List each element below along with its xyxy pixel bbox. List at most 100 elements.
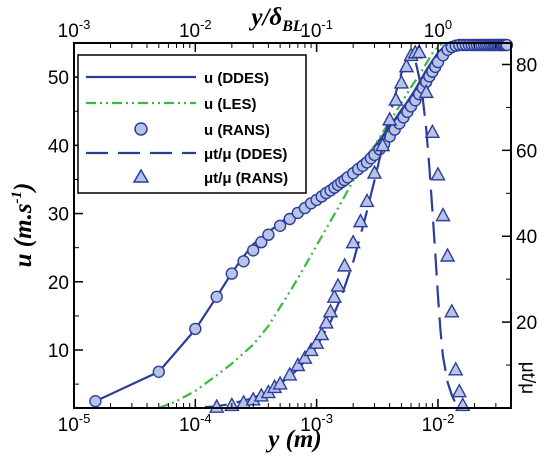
series-2-point xyxy=(283,212,296,226)
legend-label-4: μt/μ (RANS) xyxy=(204,170,288,187)
series-4-point xyxy=(297,349,313,364)
series-4-point xyxy=(352,213,369,228)
series-4-point xyxy=(209,398,225,413)
top-tick-label-exp: -3 xyxy=(79,17,91,32)
y-axis-title: u (m.s-1) xyxy=(9,183,37,268)
right-tick-label: 40 xyxy=(516,227,537,248)
x-tick-label: 10-5 xyxy=(58,411,91,436)
legend-label-2: u (RANS) xyxy=(204,122,270,139)
y-axis-title-sup: -1 xyxy=(9,191,25,204)
series-4-point xyxy=(448,361,464,376)
y-tick-label: 10 xyxy=(48,341,69,362)
series-4-point xyxy=(435,207,451,222)
series-4-point xyxy=(388,91,404,106)
series-4-point xyxy=(439,247,456,262)
y-tick-label: 20 xyxy=(48,273,69,294)
data-layer xyxy=(89,38,514,413)
series-4-point xyxy=(290,357,306,372)
series-4-point xyxy=(393,74,410,89)
x-tick-label: 10-4 xyxy=(179,411,212,436)
top-tick-label-exp: -1 xyxy=(321,17,333,32)
top-axis-title-sub: BL xyxy=(281,18,303,35)
series-2-point xyxy=(189,322,202,336)
right-tick-label: 80 xyxy=(516,55,537,76)
legend-label-3: μt/μ (DDES) xyxy=(204,146,287,163)
top-tick-label: 10-3 xyxy=(58,17,91,42)
series-4 xyxy=(209,43,471,413)
top-tick-label-exp: -2 xyxy=(200,17,212,32)
series-4-point xyxy=(398,58,415,73)
y-tick-label: 50 xyxy=(48,68,69,89)
legend-entry-2: u (RANS) xyxy=(134,122,270,139)
right-axis-title: μt/μ xyxy=(517,362,538,394)
series-4-point xyxy=(374,137,391,152)
y-axis-title-main: u (m.s xyxy=(10,203,37,267)
top-tick-label: 10-1 xyxy=(300,17,333,42)
series-4-point xyxy=(359,192,375,208)
series-4-point xyxy=(444,303,460,318)
series-4-point xyxy=(382,111,398,126)
series-2-point xyxy=(152,365,166,378)
top-tick-label: 10-2 xyxy=(179,17,212,42)
legend: u (DDES) u (LES) u (RANS) μt/μ (DDES) μt… xyxy=(77,54,307,194)
series-4-point xyxy=(418,83,434,99)
top-tick-label-base: 10 xyxy=(179,21,200,42)
series-2-point xyxy=(89,395,102,408)
series-4-point xyxy=(272,375,288,390)
series-4-point xyxy=(451,383,467,398)
y-tick-label: 40 xyxy=(48,136,69,157)
x-tick-label-exp: -4 xyxy=(200,411,212,426)
legend-entry-0: u (DDES) xyxy=(86,70,269,87)
top-tick-label-base: 10 xyxy=(300,21,321,42)
series-4-point xyxy=(322,303,339,318)
series-4-point xyxy=(308,334,325,349)
right-tick-label: 60 xyxy=(516,141,537,162)
series-2-point xyxy=(255,235,268,249)
series-2-point xyxy=(246,244,260,257)
series-4-point xyxy=(336,257,353,272)
legend-entry-4: μt/μ (RANS) xyxy=(132,168,288,187)
top-axis-title-main: y/δ xyxy=(248,4,282,31)
series-4-point xyxy=(313,326,330,341)
legend-entry-3: μt/μ (DDES) xyxy=(86,146,287,163)
legend-entry-1: u (LES) xyxy=(86,96,257,113)
x-tick-label-base: 10 xyxy=(58,415,79,436)
series-4-point xyxy=(430,166,446,181)
legend-swatch-4 xyxy=(132,168,150,183)
series-4-point xyxy=(411,43,427,59)
top-axis-title: y/δBL xyxy=(248,4,303,35)
x-tick-label: 10-2 xyxy=(422,411,455,436)
top-tick-label-base: 10 xyxy=(424,21,445,42)
series-2-point xyxy=(273,219,287,233)
series-2-point xyxy=(225,267,239,280)
x-axis-title: y (m) xyxy=(265,426,321,453)
x-tick-label-base: 10 xyxy=(300,415,321,436)
legend-label-0: u (DDES) xyxy=(204,70,269,87)
x-tick-label-exp: -2 xyxy=(443,411,455,426)
x-tick-label-exp: -3 xyxy=(321,411,333,426)
series-4-point xyxy=(303,341,319,357)
series-3 xyxy=(204,54,461,409)
legend-label-1: u (LES) xyxy=(204,96,257,113)
series-4-point xyxy=(330,277,346,292)
series-3-line xyxy=(204,54,461,409)
right-tick-label: 20 xyxy=(516,313,537,334)
series-4-point xyxy=(424,123,441,139)
tick-layer: 10-5 10-4 10-3 10-210-3 10-2 10-1 100102030405… xyxy=(48,17,537,436)
series-4-point xyxy=(326,288,343,303)
y-axis-title-end: ) xyxy=(10,183,37,193)
x-tick-label-base: 10 xyxy=(422,415,443,436)
x-tick-label-base: 10 xyxy=(179,415,200,436)
top-tick-label: 100 xyxy=(424,17,452,42)
top-tick-label-base: 10 xyxy=(58,21,79,42)
series-4-point xyxy=(282,366,298,381)
series-2-point xyxy=(262,228,275,241)
series-4-point xyxy=(318,314,334,329)
y-tick-label: 30 xyxy=(48,205,69,226)
series-4-point xyxy=(345,234,361,249)
top-tick-label-exp: 0 xyxy=(445,17,452,32)
legend-swatch-2 xyxy=(134,122,148,136)
series-2-point xyxy=(237,255,250,268)
x-tick-label: 10-3 xyxy=(300,411,333,436)
